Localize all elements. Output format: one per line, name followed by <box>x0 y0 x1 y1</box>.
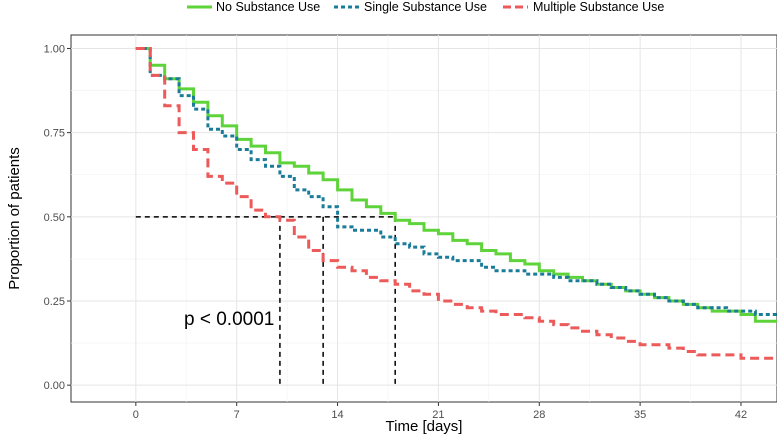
x-axis-title: Time [days] <box>386 418 463 435</box>
legend: No Substance Use Single Substance Use Mu… <box>187 0 664 14</box>
legend-label-single-substance-use: Single Substance Use <box>364 0 487 14</box>
grid <box>71 35 777 402</box>
y-tick-label: 0.00 <box>44 380 65 392</box>
axis-ticks: 0 7 14 21 28 35 42 0.00 0.25 0.50 0.75 1.00 <box>44 43 748 421</box>
survival-curves <box>135 47 777 360</box>
y-tick-label: 1.00 <box>44 43 65 55</box>
series-line-multiple-substance-use <box>135 47 777 360</box>
y-tick-label: 0.75 <box>44 128 65 140</box>
y-axis-title: Proportion of patients <box>6 147 23 290</box>
x-tick-label: 21 <box>432 409 444 421</box>
x-tick-label: 35 <box>634 409 646 421</box>
legend-label-no-substance-use: No Substance Use <box>216 0 320 14</box>
x-tick-label: 0 <box>133 409 139 421</box>
x-tick-label: 14 <box>331 409 343 421</box>
x-tick-label: 28 <box>533 409 545 421</box>
y-tick-label: 0.50 <box>44 212 65 224</box>
y-tick-label: 0.25 <box>44 296 65 308</box>
x-tick-label: 42 <box>735 409 747 421</box>
p-value-annotation: p < 0.0001 <box>184 309 274 330</box>
x-tick-label: 7 <box>234 409 240 421</box>
series-line-single-substance-use <box>135 47 777 316</box>
legend-label-multiple-substance-use: Multiple Substance Use <box>533 0 664 14</box>
